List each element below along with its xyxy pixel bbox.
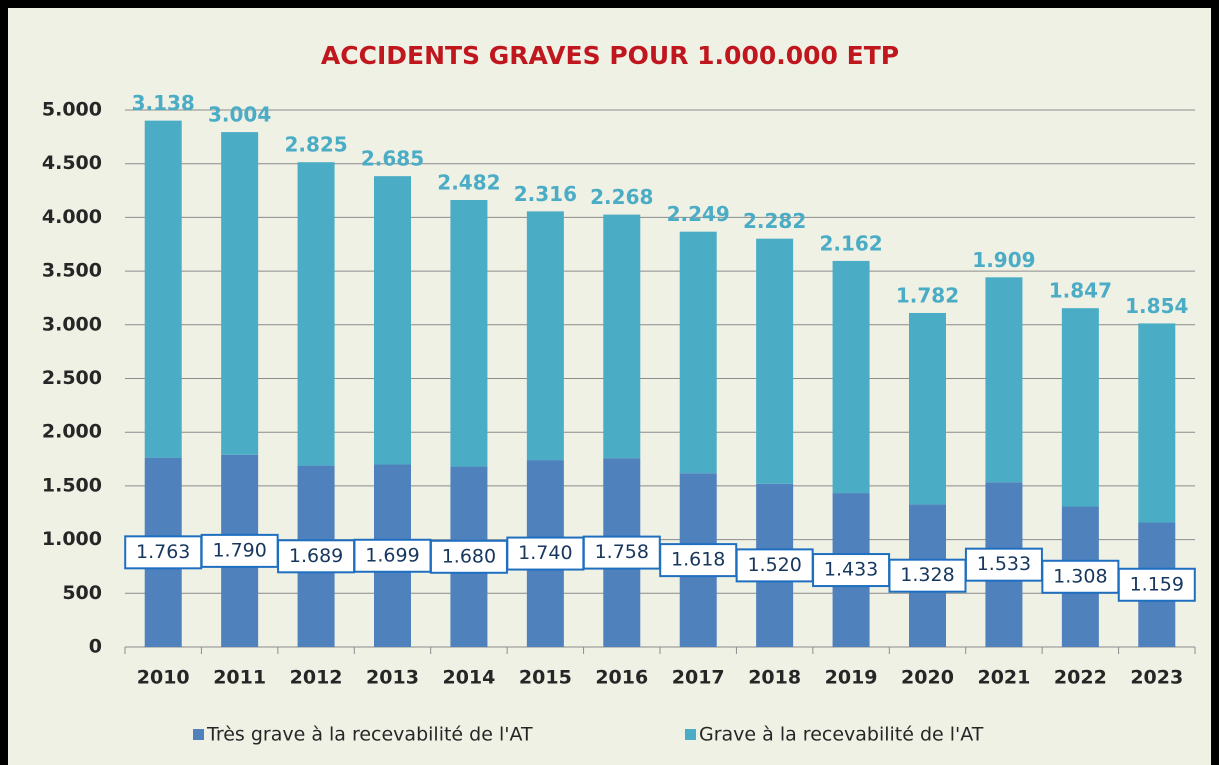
label-box [1041, 559, 1120, 594]
data-label: 3.004 [208, 103, 271, 127]
bar-segment [909, 312, 946, 505]
data-label: 1.699 [365, 544, 419, 566]
bar-segment [679, 231, 717, 474]
legend-label: Très grave à la recevabilité de l'AT [206, 724, 533, 746]
data-label: 1.520 [747, 554, 801, 576]
y-tick-label: 5.000 [42, 99, 102, 121]
data-label: 1.618 [671, 549, 725, 571]
y-tick-label: 2.000 [42, 421, 102, 443]
y-tick-label: 4.500 [42, 152, 102, 174]
data-label: 2.249 [667, 202, 730, 226]
legend-swatch [193, 729, 204, 740]
x-tick-label: 2018 [748, 667, 801, 689]
data-label: 3.138 [132, 91, 195, 115]
label-box [353, 538, 432, 573]
x-tick-label: 2019 [825, 667, 878, 689]
y-tick-label: 500 [62, 582, 102, 604]
data-label: 1.159 [1130, 573, 1184, 595]
y-tick-label: 3.000 [42, 313, 102, 335]
y-tick-label: 4.000 [42, 206, 102, 228]
legend-swatch [685, 729, 696, 740]
y-tick-label: 1.500 [42, 474, 102, 496]
label-box [582, 535, 661, 570]
data-label: 2.162 [819, 231, 882, 255]
data-label: 2.268 [590, 185, 653, 209]
legend-label: Grave à la recevabilité de l'AT [699, 724, 984, 746]
x-tick-label: 2011 [213, 667, 266, 689]
data-label: 1.790 [212, 539, 266, 561]
x-tick-label: 2017 [672, 667, 725, 689]
data-label: 1.689 [289, 545, 343, 567]
bar-segment [374, 176, 411, 465]
y-tick-label: 1.000 [42, 528, 102, 550]
data-label: 2.482 [437, 171, 500, 195]
y-tick-label: 0 [89, 636, 102, 658]
data-label: 1.740 [518, 542, 572, 564]
x-tick-label: 2014 [442, 667, 495, 689]
x-tick-label: 2020 [901, 667, 954, 689]
data-label: 1.763 [136, 541, 190, 563]
bar-segment [832, 260, 870, 494]
x-tick-label: 2010 [137, 667, 190, 689]
label-box [124, 535, 203, 570]
bar-segment [221, 132, 259, 455]
label-box [506, 536, 585, 571]
label-box [1117, 567, 1196, 602]
data-label: 2.825 [284, 133, 347, 157]
data-label: 1.909 [972, 248, 1035, 272]
data-label: 1.847 [1049, 279, 1112, 303]
bar-segment [603, 214, 641, 459]
bar-segment [1061, 308, 1099, 507]
y-tick-label: 3.500 [42, 260, 102, 282]
data-label: 1.854 [1125, 294, 1188, 318]
bar-segment [144, 120, 182, 458]
x-tick-label: 2022 [1054, 667, 1107, 689]
chart-title: ACCIDENTS GRAVES POUR 1.000.000 ETP [321, 41, 899, 70]
data-label: 1.680 [442, 545, 496, 567]
bar-segment [450, 200, 488, 467]
bar-segment [985, 277, 1023, 483]
data-label: 1.328 [900, 564, 954, 586]
data-label: 2.282 [743, 209, 806, 233]
data-label: 1.758 [595, 541, 649, 563]
data-label: 1.533 [977, 553, 1031, 575]
x-tick-label: 2021 [977, 667, 1030, 689]
label-box [429, 539, 508, 574]
data-label: 1.308 [1053, 565, 1107, 587]
data-label: 1.782 [896, 283, 959, 307]
bar-segment [1138, 323, 1176, 523]
data-label: 2.685 [361, 147, 424, 171]
bar-segment [756, 238, 794, 484]
label-box [812, 553, 891, 588]
bar-segment [526, 211, 564, 461]
y-tick-label: 2.500 [42, 367, 102, 389]
x-tick-label: 2012 [290, 667, 343, 689]
bar-segment [297, 162, 335, 466]
x-tick-label: 2013 [366, 667, 419, 689]
x-tick-label: 2016 [595, 667, 648, 689]
x-tick-label: 2015 [519, 667, 572, 689]
data-label: 1.433 [824, 559, 878, 581]
x-tick-label: 2023 [1130, 667, 1183, 689]
data-label: 2.316 [514, 182, 577, 206]
label-box [964, 547, 1043, 582]
